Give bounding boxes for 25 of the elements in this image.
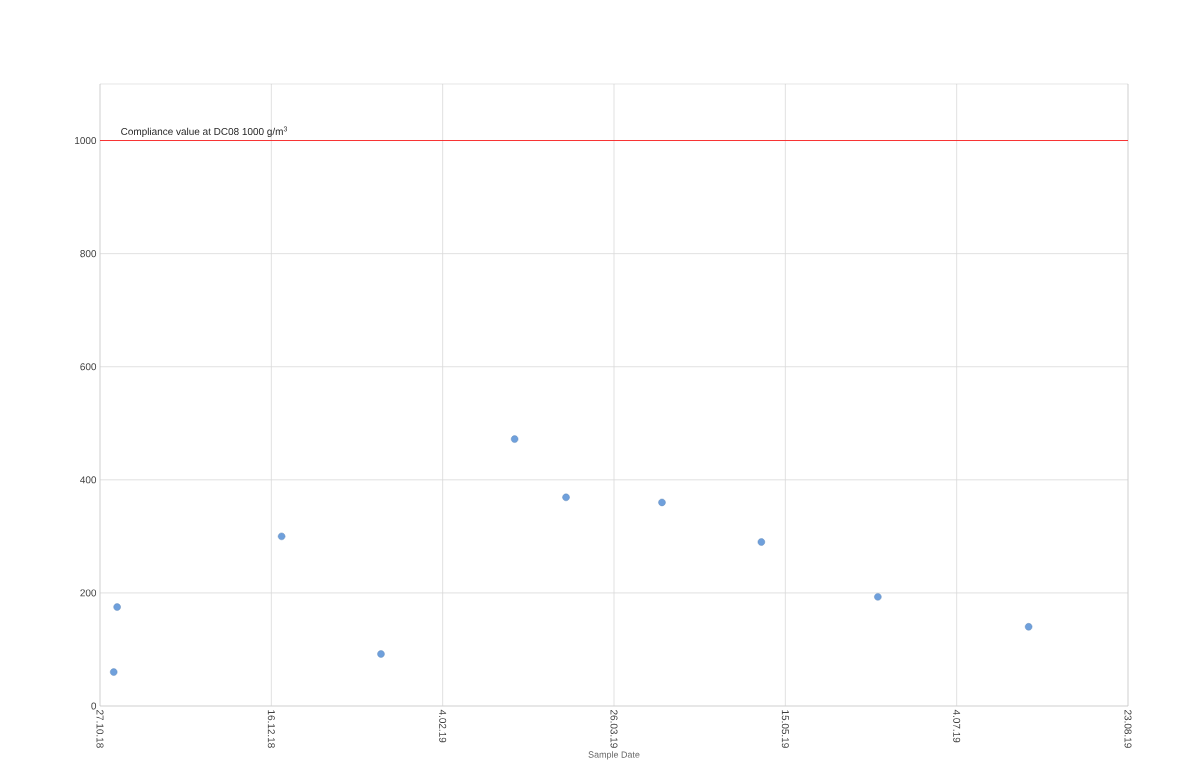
point — [1024, 623, 1033, 631]
x-tick-label: 27.10.18 — [96, 710, 104, 748]
x-tick-label: 23.08.19 — [1124, 710, 1132, 748]
y-tick-label: 200 — [80, 589, 97, 597]
x-tick-label: 4.02.19 — [439, 709, 447, 743]
y-tick-label: 800 — [80, 250, 97, 258]
point — [562, 493, 570, 502]
point — [874, 593, 882, 601]
ref-line-label: Compliance value at DC08 1000 g/m$^{3}$ — [121, 126, 288, 138]
y-tick-label: 400 — [80, 476, 97, 484]
y-tick-label: 0 — [91, 702, 97, 710]
point — [377, 650, 385, 658]
x-tick-label: 16.12.18 — [267, 710, 275, 748]
point — [510, 435, 519, 443]
y-tick-label: 600 — [80, 363, 97, 371]
point — [277, 532, 286, 541]
x-tick-label: 26.03.19 — [610, 710, 618, 748]
y-tick-label: 1000 — [75, 137, 97, 145]
point — [113, 603, 121, 611]
point — [658, 498, 666, 507]
point — [757, 538, 766, 546]
x-axis-title: Sample Date — [588, 751, 640, 760]
x-tick-label: 4.07.19 — [953, 709, 961, 743]
point — [110, 668, 118, 676]
x-tick-label: 15.05.19 — [781, 710, 789, 748]
